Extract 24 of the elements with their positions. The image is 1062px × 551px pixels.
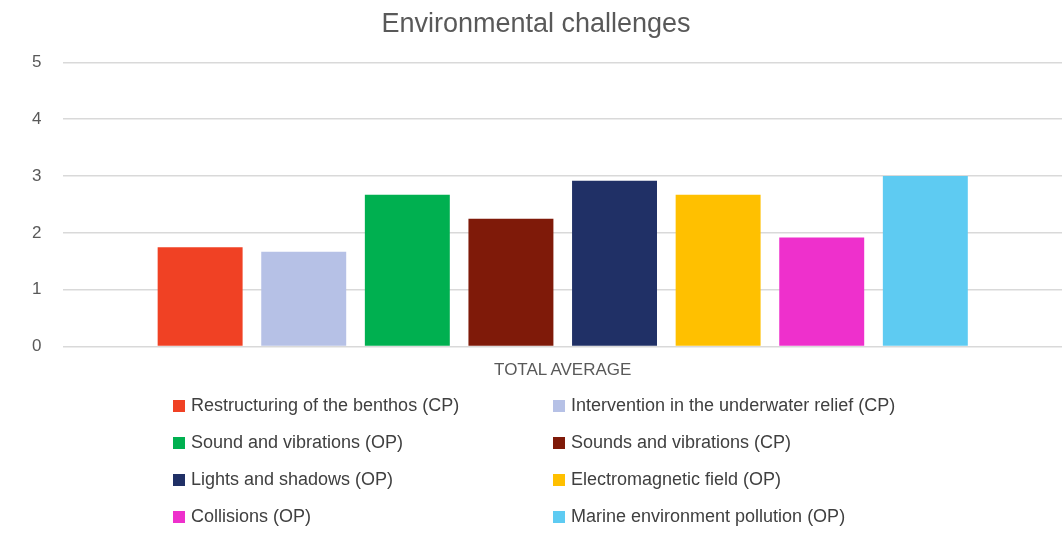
legend-label: Restructuring of the benthos (CP) xyxy=(191,395,460,416)
x-tick-label: TOTAL AVERAGE xyxy=(494,360,632,380)
bar xyxy=(468,218,554,346)
y-tick-label: 5 xyxy=(31,52,42,72)
legend-label: Intervention in the underwater relief (CP) xyxy=(571,395,896,416)
legend-label: Lights and shadows (OP) xyxy=(191,469,394,490)
y-tick-label: 0 xyxy=(31,336,42,356)
bar xyxy=(675,194,761,346)
y-tick-label: 1 xyxy=(31,279,42,299)
y-tick-label: 2 xyxy=(31,222,42,242)
bar xyxy=(779,237,865,346)
y-tick-label: 3 xyxy=(31,165,42,185)
legend-label: Sound and vibrations (OP) xyxy=(191,432,404,453)
legend-label: Marine environment pollution (OP) xyxy=(571,506,846,527)
bar xyxy=(261,251,347,346)
legend-label: Collisions (OP) xyxy=(191,506,312,527)
bar xyxy=(882,176,968,346)
bar xyxy=(157,247,243,346)
y-tick-label: 4 xyxy=(31,108,42,128)
bar xyxy=(572,180,657,346)
legend-label: Electromagnetic field (OP) xyxy=(571,469,782,490)
chart-title: Environmental challenges xyxy=(381,7,691,38)
legend-label: Sounds and vibrations (CP) xyxy=(571,432,792,453)
bar xyxy=(364,194,450,346)
